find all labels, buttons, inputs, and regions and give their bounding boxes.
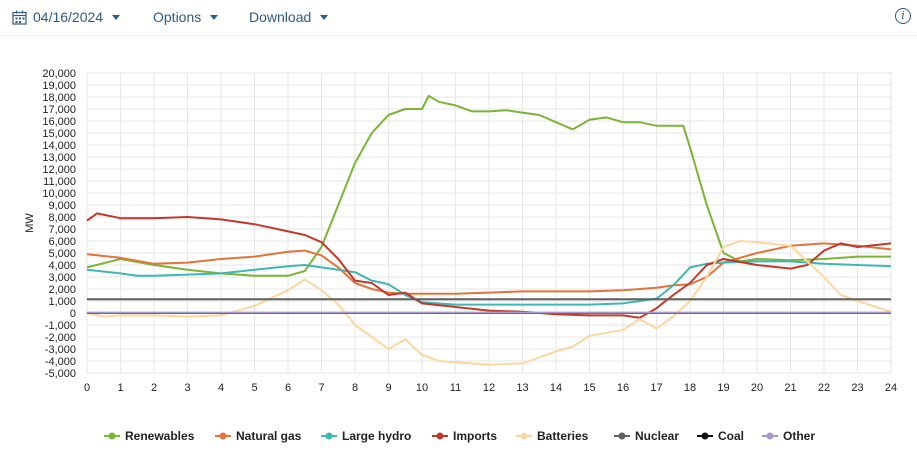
x-tick-label: 18 — [684, 382, 696, 394]
y-axis-ticks: -5,000-4,000-3,000-2,000-1,00001,0002,00… — [42, 68, 76, 380]
x-tick-label: 5 — [251, 382, 257, 394]
legend-item-imports[interactable]: Imports — [432, 429, 497, 443]
x-tick-label: 19 — [717, 382, 729, 394]
y-tick-label: 12,000 — [42, 164, 76, 176]
x-tick-label: 21 — [784, 382, 796, 394]
y-tick-label: 10,000 — [42, 188, 76, 200]
y-tick-label: 9,000 — [48, 200, 76, 212]
x-tick-label: 3 — [184, 382, 190, 394]
legend-label: Other — [783, 429, 815, 443]
x-tick-label: 24 — [885, 382, 897, 394]
legend-label: Batteries — [537, 429, 589, 443]
legend-item-coal[interactable]: Coal — [697, 429, 744, 443]
x-tick-label: 12 — [483, 382, 495, 394]
y-tick-label: 7,000 — [48, 224, 76, 236]
x-tick-label: 4 — [218, 382, 224, 394]
legend-label: Nuclear — [635, 429, 679, 443]
chevron-down-icon — [112, 14, 121, 20]
legend-label: Large hydro — [342, 429, 411, 443]
legend-swatch-marker — [219, 432, 227, 440]
download-button[interactable]: Download — [249, 6, 329, 28]
x-tick-label: 6 — [285, 382, 291, 394]
grid-lines — [86, 72, 892, 374]
y-tick-label: -3,000 — [45, 344, 76, 356]
x-tick-label: 0 — [84, 382, 90, 394]
legend-item-natural-gas[interactable]: Natural gas — [215, 429, 302, 443]
y-tick-label: 16,000 — [42, 116, 76, 128]
y-tick-label: -1,000 — [45, 320, 76, 332]
y-tick-label: 5,000 — [48, 248, 76, 260]
info-icon[interactable]: i — [895, 8, 911, 24]
legend-swatch-marker — [325, 432, 333, 440]
y-tick-label: 11,000 — [43, 176, 76, 188]
x-tick-label: 8 — [352, 382, 358, 394]
x-tick-label: 17 — [650, 382, 662, 394]
date-label: 04/16/2024 — [33, 9, 104, 25]
x-tick-label: 15 — [583, 382, 595, 394]
y-tick-label: 15,000 — [42, 128, 76, 140]
x-tick-label: 11 — [450, 382, 461, 394]
legend-label: Imports — [453, 429, 497, 443]
y-tick-label: 6,000 — [48, 236, 76, 248]
y-tick-label: 4,000 — [48, 260, 76, 272]
y-tick-label: 14,000 — [42, 140, 76, 152]
legend-item-renewables[interactable]: Renewables — [104, 429, 195, 443]
y-tick-label: 17,000 — [42, 104, 76, 116]
y-axis-label: MW — [24, 213, 36, 233]
y-tick-label: 18,000 — [42, 92, 76, 104]
legend-label: Coal — [718, 429, 744, 443]
y-tick-label: 13,000 — [42, 152, 76, 164]
legend-item-nuclear[interactable]: Nuclear — [614, 429, 679, 443]
series-line-renewables — [86, 94, 891, 277]
y-tick-label: -5,000 — [45, 368, 76, 380]
legend-item-other[interactable]: Other — [762, 429, 815, 443]
x-tick-label: 20 — [751, 382, 763, 394]
legend-swatch-marker — [701, 432, 709, 440]
y-tick-label: 8,000 — [48, 212, 76, 224]
y-tick-label: 20,000 — [42, 68, 76, 80]
x-tick-label: 2 — [151, 382, 157, 394]
toolbar: 04/16/2024 Options Download i — [0, 0, 917, 34]
legend-item-batteries[interactable]: Batteries — [516, 429, 589, 443]
x-axis-ticks: 0 1 2 3 4 5 6 7 8 9 10 11 12 13 14 15 16 17 18 19 20 21 22 23 24 — [84, 382, 897, 394]
legend: Renewables Natural gas Large hydro Imports B… — [104, 429, 815, 443]
x-tick-label: 10 — [416, 382, 428, 394]
y-tick-label: 0 — [70, 308, 76, 320]
x-tick-label: 9 — [385, 382, 391, 394]
y-tick-label: 1,000 — [48, 296, 76, 308]
x-tick-label: 14 — [550, 382, 562, 394]
x-tick-label: 7 — [318, 382, 324, 394]
y-tick-label: -2,000 — [45, 332, 76, 344]
chevron-down-icon — [320, 14, 329, 20]
y-tick-label: 3,000 — [48, 272, 76, 284]
legend-swatch-marker — [520, 432, 528, 440]
legend-item-large-hydro[interactable]: Large hydro — [321, 429, 411, 443]
date-picker[interactable]: 04/16/2024 — [12, 6, 121, 28]
legend-swatch-marker — [766, 432, 774, 440]
series-line-batteries — [86, 240, 892, 366]
x-tick-label: 13 — [516, 382, 528, 394]
x-tick-label: 23 — [851, 382, 863, 394]
legend-label: Renewables — [125, 429, 195, 443]
x-tick-label: 22 — [818, 382, 830, 394]
legend-swatch-marker — [618, 432, 626, 440]
toolbar-divider — [0, 35, 917, 36]
calendar-icon — [12, 10, 27, 25]
options-label: Options — [153, 9, 202, 25]
series-line-large-hydro — [86, 260, 892, 306]
legend-swatch-marker — [436, 432, 444, 440]
series-line-imports — [86, 212, 892, 319]
legend-label: Natural gas — [236, 429, 302, 443]
series-lines — [86, 94, 892, 366]
x-tick-label: 1 — [117, 382, 123, 394]
x-tick-label: 16 — [617, 382, 629, 394]
options-button[interactable]: Options — [153, 6, 219, 28]
y-tick-label: -4,000 — [45, 356, 76, 368]
chevron-down-icon — [210, 14, 219, 20]
legend-swatch-marker — [108, 432, 116, 440]
line-chart: -5,000-4,000-3,000-2,000-1,00001,0002,00… — [24, 68, 897, 443]
y-tick-label: 2,000 — [48, 284, 76, 296]
y-tick-label: 19,000 — [42, 80, 76, 92]
download-label: Download — [249, 9, 312, 25]
